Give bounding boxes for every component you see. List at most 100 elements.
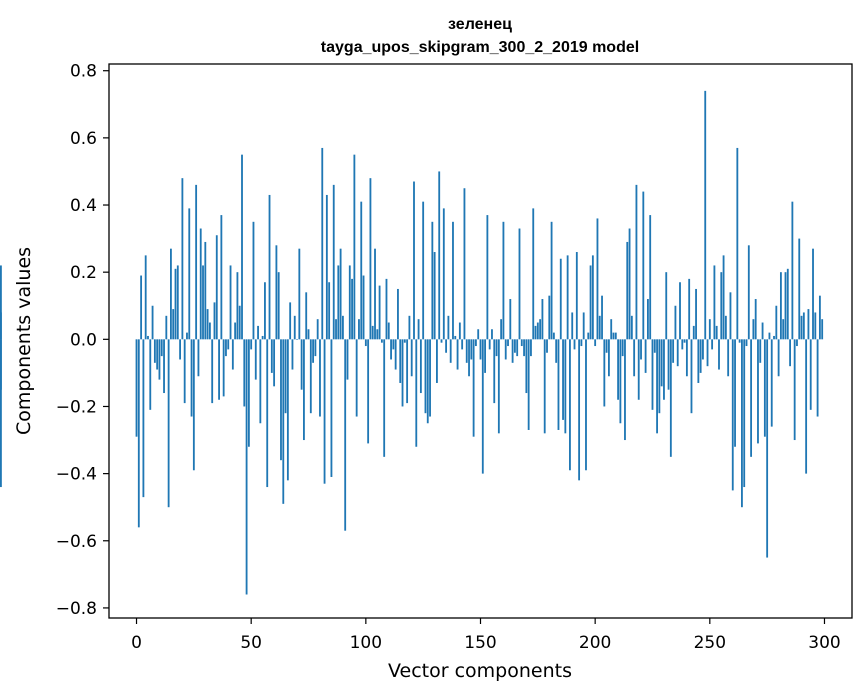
bar bbox=[644, 339, 647, 373]
bar bbox=[312, 339, 315, 363]
bar bbox=[770, 339, 773, 427]
bar bbox=[699, 339, 702, 373]
bar bbox=[238, 305, 241, 340]
bar bbox=[596, 218, 599, 340]
bar bbox=[589, 265, 592, 340]
bar bbox=[429, 339, 431, 417]
bar bbox=[165, 315, 168, 340]
bar bbox=[374, 248, 376, 340]
y-tick-label: −0.8 bbox=[56, 599, 97, 619]
bar bbox=[277, 272, 280, 340]
bar bbox=[633, 339, 636, 377]
bar bbox=[215, 235, 218, 340]
bar bbox=[447, 315, 450, 340]
bar bbox=[140, 275, 143, 340]
bar bbox=[433, 252, 436, 340]
bar bbox=[635, 184, 638, 340]
x-axis-label: Vector components bbox=[388, 660, 572, 682]
bar bbox=[706, 339, 709, 367]
bar bbox=[552, 332, 555, 340]
bar bbox=[236, 272, 239, 340]
bar bbox=[695, 288, 697, 340]
bar bbox=[789, 339, 791, 367]
bar bbox=[601, 295, 603, 340]
bar bbox=[378, 285, 381, 340]
bar bbox=[543, 339, 546, 434]
bar bbox=[268, 194, 271, 340]
bar bbox=[468, 339, 470, 377]
bar bbox=[761, 322, 764, 340]
bar bbox=[532, 208, 535, 340]
bar bbox=[775, 305, 778, 340]
bar bbox=[186, 332, 188, 340]
bar bbox=[456, 339, 459, 370]
bar bbox=[314, 339, 317, 357]
bar bbox=[229, 265, 232, 340]
bar bbox=[220, 215, 223, 340]
bar bbox=[323, 339, 326, 484]
bar bbox=[183, 339, 186, 404]
bar bbox=[417, 319, 420, 340]
bar bbox=[608, 339, 610, 377]
bar bbox=[273, 339, 276, 387]
bar bbox=[442, 208, 445, 340]
y-tick-label: −0.6 bbox=[56, 532, 97, 552]
bar bbox=[401, 339, 404, 407]
bar bbox=[527, 339, 530, 430]
x-tick-label: 300 bbox=[808, 633, 840, 653]
bar bbox=[346, 339, 349, 380]
x-tick-label: 100 bbox=[350, 633, 382, 653]
y-axis-label: Components values bbox=[13, 247, 35, 435]
bar bbox=[651, 339, 654, 410]
bar bbox=[438, 171, 441, 340]
bar bbox=[296, 339, 298, 340]
bar bbox=[683, 339, 686, 343]
bar bbox=[321, 147, 324, 340]
y-tick-label: 0.6 bbox=[70, 129, 97, 149]
bar bbox=[507, 339, 509, 347]
bar bbox=[477, 329, 480, 340]
bar bbox=[747, 245, 750, 340]
bar bbox=[399, 339, 402, 383]
bar bbox=[364, 339, 367, 347]
bar bbox=[458, 322, 461, 340]
bar bbox=[658, 339, 661, 414]
bar bbox=[426, 339, 429, 424]
bar bbox=[0, 265, 2, 340]
bar bbox=[493, 339, 496, 404]
bar bbox=[724, 315, 727, 340]
bar bbox=[280, 339, 282, 461]
bar bbox=[330, 339, 333, 477]
bar bbox=[731, 339, 734, 491]
bar bbox=[261, 335, 264, 340]
bar bbox=[821, 319, 824, 340]
bar bbox=[300, 339, 303, 390]
bar bbox=[245, 339, 248, 595]
bar bbox=[573, 339, 576, 350]
chart-title: зеленец bbox=[448, 16, 512, 33]
bar bbox=[371, 325, 374, 340]
bar bbox=[454, 335, 457, 340]
bar bbox=[422, 201, 425, 340]
bar bbox=[199, 228, 202, 340]
bar bbox=[768, 332, 771, 340]
bar bbox=[580, 339, 583, 347]
bar bbox=[176, 265, 179, 340]
bar bbox=[192, 339, 195, 471]
bar bbox=[0, 339, 2, 488]
bar bbox=[367, 339, 370, 444]
bar bbox=[550, 221, 553, 340]
bar bbox=[617, 339, 620, 400]
bar bbox=[341, 315, 344, 340]
bar bbox=[484, 339, 486, 373]
bar bbox=[461, 339, 464, 350]
bar bbox=[252, 221, 255, 340]
x-tick-label: 0 bbox=[131, 633, 142, 653]
bar bbox=[814, 312, 817, 340]
bar bbox=[332, 184, 335, 340]
bar bbox=[688, 278, 691, 340]
bar bbox=[546, 339, 548, 353]
bar bbox=[390, 339, 392, 360]
x-tick-label: 200 bbox=[579, 633, 611, 653]
bar bbox=[591, 255, 594, 340]
